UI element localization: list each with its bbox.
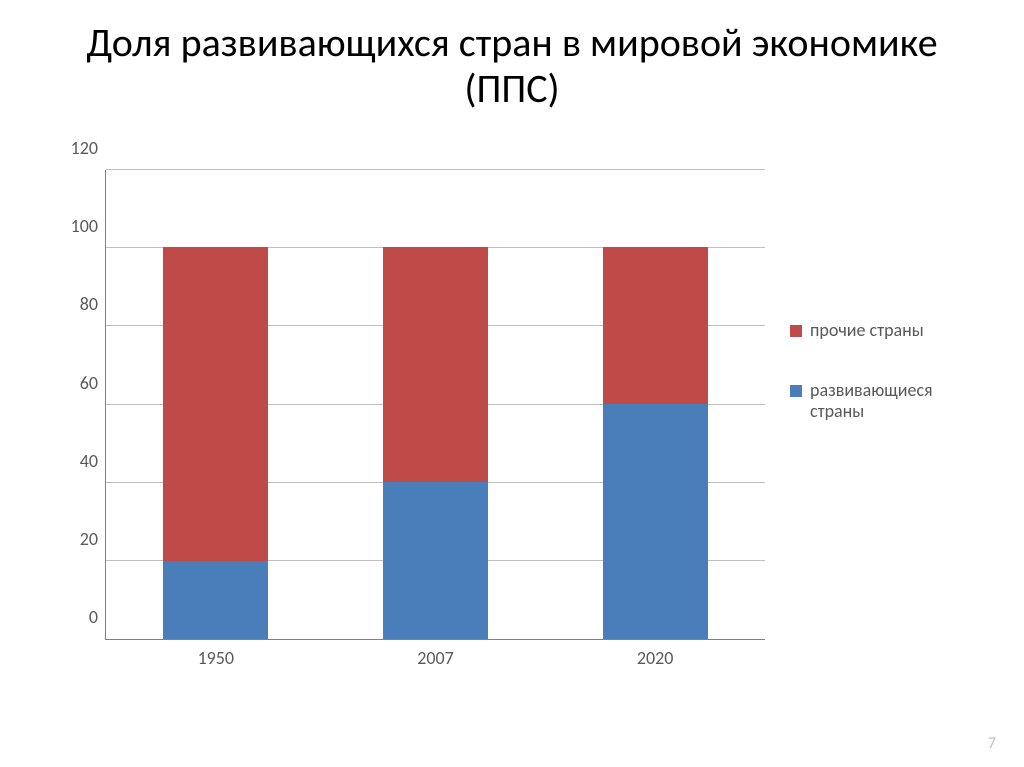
chart-area: 0 20 40 60 80 100 120 1950 2007 2020 про…: [50, 155, 970, 695]
legend-label: прочие страны: [810, 320, 924, 342]
bar-segment: [603, 404, 708, 639]
bar-stack: [163, 247, 268, 639]
y-tick-label: 40: [80, 450, 98, 472]
y-tick-label: 60: [80, 372, 98, 394]
x-tick-label: 2007: [326, 647, 546, 669]
bar-segment: [603, 247, 708, 404]
x-tick-label: 1950: [106, 647, 326, 669]
legend-swatch: [790, 325, 802, 337]
page-number: 7: [988, 734, 996, 753]
bar-stack: [603, 247, 708, 639]
legend: прочие страны развивающиеся страны: [790, 320, 970, 461]
bar-column: [106, 247, 326, 639]
bar-stack: [383, 247, 488, 639]
plot-area: 0 20 40 60 80 100 120 1950 2007 2020: [105, 170, 765, 640]
legend-label: развивающиеся страны: [810, 380, 970, 423]
bar-segment: [163, 247, 268, 560]
legend-item: прочие страны: [790, 320, 970, 342]
bar-column: [326, 247, 546, 639]
bars-container: [106, 170, 765, 639]
y-tick-label: 0: [89, 606, 98, 628]
bar-segment: [383, 247, 488, 482]
bar-column: [545, 247, 765, 639]
bar-segment: [383, 482, 488, 639]
y-tick-label: 100: [71, 215, 98, 237]
bar-segment: [163, 561, 268, 639]
legend-item: развивающиеся страны: [790, 380, 970, 423]
y-tick-label: 120: [71, 137, 98, 159]
y-tick-label: 80: [80, 293, 98, 315]
x-labels: 1950 2007 2020: [106, 647, 765, 669]
chart-title: Доля развивающихся стран в мировой эконо…: [0, 0, 1024, 122]
y-tick-label: 20: [80, 528, 98, 550]
x-tick-label: 2020: [545, 647, 765, 669]
legend-swatch: [790, 385, 802, 397]
